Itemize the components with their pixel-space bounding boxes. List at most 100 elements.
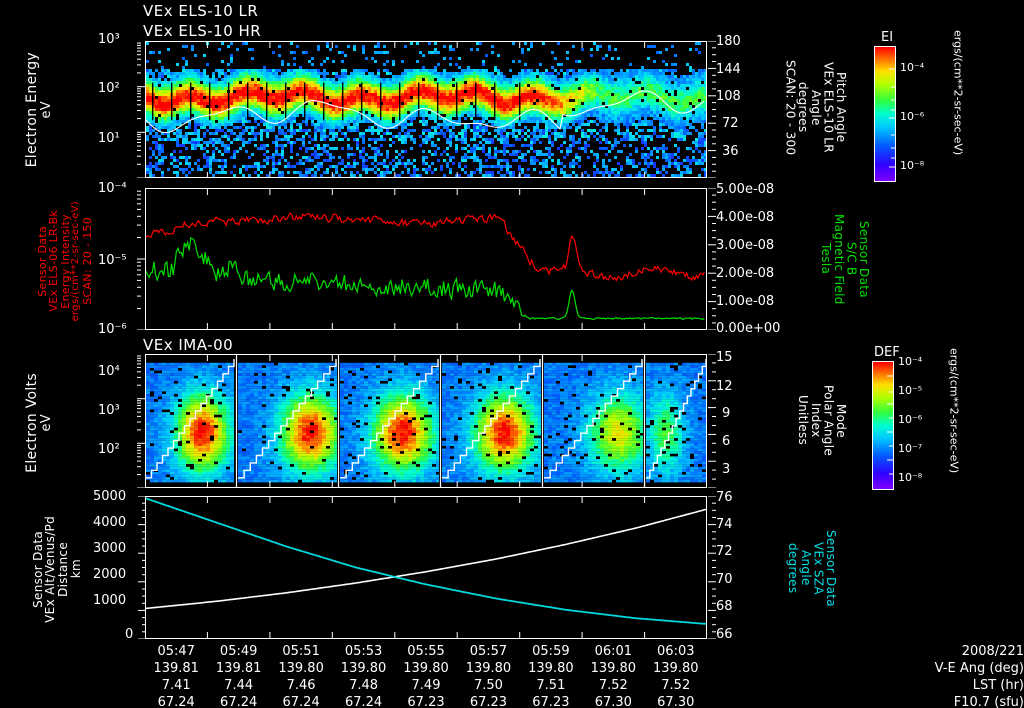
panel3-right-label-3: Unitless	[796, 395, 811, 446]
panel1-colorbar-units: ergs/(cm**2-sr-sec-eV)	[951, 30, 965, 156]
bottom-cell-f10-7-3: 67.24	[344, 695, 383, 708]
panel4-plot-area[interactable]	[145, 496, 707, 639]
panel3-right-label-0: Mode	[834, 403, 848, 438]
panel1-title-line1: VEx ELS-10 LR	[143, 2, 259, 20]
panel1-right-label-2: Angle	[808, 89, 823, 126]
bottom-cell-lst-5: 7.50	[473, 678, 503, 693]
bottom-cell-time-4: 05:55	[407, 644, 445, 659]
panel4-lines	[146, 497, 706, 638]
bottom-cell-v-e-ang-1: 139.81	[215, 661, 262, 676]
panel3-right-tick-1: 12	[716, 379, 733, 394]
bottom-cell-time-1: 05:49	[219, 644, 258, 659]
panel3-colorbar-title: DEF	[874, 345, 900, 360]
panel3-plot-area[interactable]	[145, 354, 707, 488]
panel4-right-tick-3: 70	[716, 572, 733, 587]
panel1-right-tick-4: 36	[722, 144, 739, 159]
panel1-right-label-0: Pitch Angle	[834, 72, 848, 143]
panel4-right-label-2: Angle	[798, 550, 813, 586]
panel1-title-line2: VEx ELS-10 HR	[143, 22, 262, 40]
panel3-colorbar-label-4: 10⁻⁸	[898, 471, 923, 484]
panel2-right-label-0: Sensor Data	[857, 220, 871, 298]
bottom-cell-time-7: 06:01	[594, 644, 633, 659]
panel4-right-label-3: degrees	[786, 542, 801, 594]
panel4-ytick-5: 0	[125, 627, 134, 642]
bottom-cell-v-e-ang-8: 139.80	[653, 661, 699, 676]
panel2-right-tick-0: 5.00e-08	[716, 182, 775, 197]
panel1-colorbar-label-2: 10⁻⁸	[900, 159, 925, 172]
bottom-cell-f10-7-1: 67.24	[220, 695, 258, 708]
panel3-right-axis-label: Unitless Index Polar Angle Mode	[757, 353, 848, 488]
bottom-cell-f10-7-0: 67.24	[157, 695, 195, 708]
axis-ticks	[707, 41, 716, 178]
bottom-cell-time-3: 05:53	[344, 644, 383, 659]
panel4-right-label-0: Sensor Data	[824, 529, 838, 607]
bottom-row-label-3: F10.7 (sfu)	[953, 695, 1024, 708]
panel1-colorbar-label-1: 10⁻⁶	[900, 110, 925, 123]
bottom-cell-v-e-ang-4: 139.80	[403, 661, 449, 676]
panel1-right-tick-1: 144	[716, 62, 741, 77]
panel2-right-tick-1: 4.00e-08	[716, 210, 775, 225]
bottom-cell-f10-7-8: 67.30	[657, 695, 695, 708]
bottom-cell-v-e-ang-2: 139.80	[278, 661, 324, 676]
bottom-cell-lst-0: 7.41	[161, 678, 191, 693]
panel3-colorbar-label-3: 10⁻⁷	[898, 442, 923, 455]
bottom-cell-v-e-ang-7: 139.80	[590, 661, 637, 676]
bottom-cell-lst-7: 7.52	[598, 678, 628, 693]
panel4-ytick-3: 2000	[93, 567, 127, 582]
bottom-row-label-1: V-E Ang (deg)	[934, 661, 1024, 676]
panel1-right-label-4: SCAN: 20 - 300	[783, 59, 798, 156]
panel4-right-tick-2: 72	[716, 544, 733, 559]
panel1-right-label-3: degrees	[796, 82, 811, 133]
panel2-left-label-4: SCAN: 20 - 150	[80, 217, 94, 305]
bottom-cell-lst-4: 7.49	[411, 678, 441, 693]
panel1-spectrogram	[146, 42, 706, 177]
panel3-left-axis-label: Electron Volts eV	[22, 358, 56, 488]
panel4-ytick-2: 3000	[93, 541, 127, 556]
panel1-left-axis-label: Electron Energy eV	[22, 40, 56, 180]
panel2-plot-area[interactable]	[145, 188, 707, 330]
panel2-right-tick-2: 3.00e-08	[716, 238, 775, 253]
panel4-right-label-1: VEx SZA	[811, 541, 826, 595]
axis-ticks	[707, 496, 716, 639]
axis-ticks	[707, 354, 716, 488]
panel1-colorbar-title: EI	[881, 30, 894, 45]
bottom-cell-f10-7-5: 67.23	[469, 695, 508, 708]
panel1-ytick-1: 10²	[98, 81, 120, 96]
panel1-left-label-0: Electron Energy	[23, 52, 40, 168]
panel2-ytick-0: 10⁻⁴	[98, 181, 127, 196]
panel1-right-label-1: VEx ELS-10 LR	[821, 62, 836, 153]
panel1-ytick-2: 10¹	[98, 131, 120, 146]
bottom-cell-lst-3: 7.48	[349, 678, 379, 693]
panel3-right-tick-0: 15	[716, 350, 733, 365]
bottom-cell-time-0: 05:47	[157, 644, 195, 659]
panel4-left-axis-label: Sensor Data VEx Alt/Venus/Pd Distance km	[22, 500, 92, 638]
panel1-right-tick-0: 180	[716, 34, 741, 49]
panel2-right-label-2: Magnetic Field	[831, 213, 846, 305]
bottom-cell-v-e-ang-3: 139.80	[340, 661, 387, 676]
panel3-right-label-2: Index	[808, 403, 823, 438]
panel3-colorbar-units: ergs/(cm**2-sr-sec-eV)	[947, 348, 961, 474]
bottom-cell-time-2: 05:51	[282, 644, 320, 659]
panel1-colorbar[interactable]	[874, 46, 896, 182]
panel1-ytick-0: 10³	[98, 32, 120, 47]
bottom-cell-lst-6: 7.51	[536, 678, 566, 693]
bottom-cell-v-e-ang-0: 139.81	[153, 661, 199, 676]
panel4-ytick-1: 4000	[93, 515, 127, 530]
panel1-colorbar-label-0: 10⁻⁴	[900, 61, 925, 74]
panel2-lines	[146, 189, 706, 329]
panel1-plot-area[interactable]	[145, 41, 707, 178]
bottom-row-label-2: LST (hr)	[972, 678, 1024, 693]
panel1-right-tick-2: 108	[716, 89, 741, 104]
panel4-right-tick-1: 74	[716, 517, 733, 532]
panel3-colorbar[interactable]	[872, 361, 894, 490]
panel3-colorbar-label-1: 10⁻⁵	[898, 384, 923, 397]
panel3-ytick-0: 10⁴	[98, 364, 120, 379]
bottom-cell-f10-7-7: 67.30	[594, 695, 632, 708]
bottom-cell-lst-2: 7.46	[286, 678, 316, 693]
panel2-ytick-1: 10⁻⁵	[98, 253, 127, 268]
panel3-left-label-0: Electron Volts	[23, 373, 40, 473]
bottom-cell-v-e-ang-5: 139.80	[465, 661, 512, 676]
panel4-right-axis-label: degrees Angle VEx SZA Sensor Data	[757, 498, 838, 638]
panel4-left-label-2: Distance	[56, 541, 70, 597]
